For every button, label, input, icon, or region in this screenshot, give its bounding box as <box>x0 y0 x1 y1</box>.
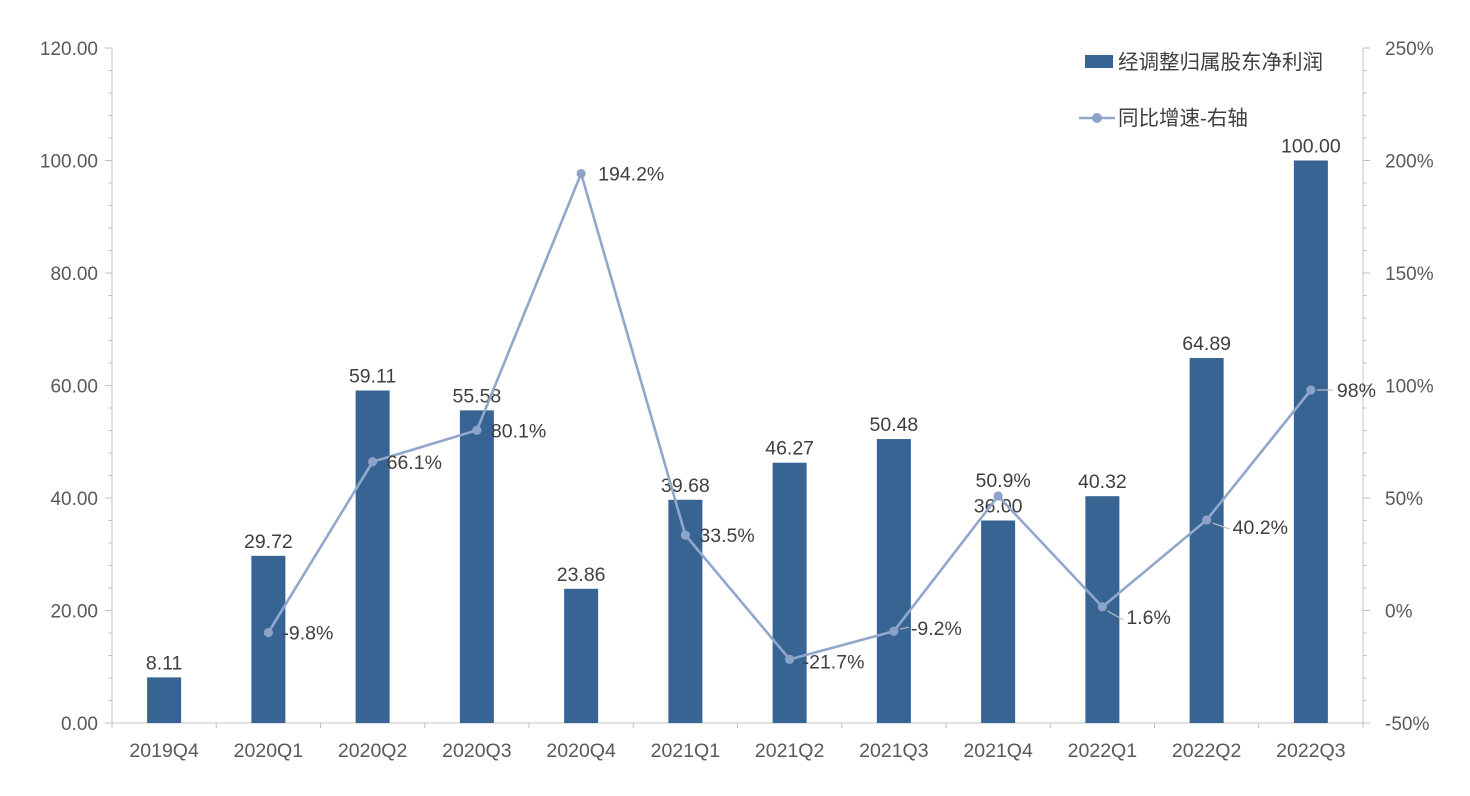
bar-2020Q2 <box>355 390 390 723</box>
line-value-label: 80.1% <box>491 420 546 442</box>
line-marker-2020Q2 <box>368 457 378 467</box>
bar-2019Q4 <box>147 677 182 723</box>
bar-2021Q2 <box>772 462 807 723</box>
bar-2020Q1 <box>251 555 286 723</box>
bar-value-label: 100.00 <box>1281 136 1341 158</box>
line-marker-2020Q3 <box>472 425 482 435</box>
line-marker-2020Q1 <box>263 627 273 638</box>
left-axis-tick-label: 120.00 <box>40 39 98 60</box>
x-axis-category-label: 2021Q2 <box>755 740 824 762</box>
bar-value-label: 59.11 <box>349 366 396 388</box>
line-value-label: 66.1% <box>387 452 442 474</box>
legend-label-net-profit: 经调整归属股东净利润 <box>1118 51 1323 74</box>
x-axis-category-label: 2019Q4 <box>129 740 199 762</box>
bar-value-label: 46.27 <box>765 438 814 460</box>
line-value-label: 1.6% <box>1126 607 1170 629</box>
right-axis-tick-label: 0% <box>1385 602 1413 623</box>
x-axis-category-label: 2020Q4 <box>546 740 616 762</box>
right-axis-tick-label: -50% <box>1385 714 1429 735</box>
x-axis-category-label: 2020Q3 <box>442 740 511 762</box>
line-value-label: 50.9% <box>975 470 1030 492</box>
left-axis-tick-label: 40.00 <box>50 489 98 510</box>
legend-bar-swatch <box>1085 55 1113 68</box>
x-axis-category-label: 2022Q1 <box>1068 740 1137 762</box>
x-axis-category-label: 2021Q3 <box>859 740 928 762</box>
left-axis-tick-label: 0.00 <box>61 714 98 735</box>
right-axis-tick-label: 150% <box>1385 264 1434 285</box>
line-value-label: -9.2% <box>911 618 962 640</box>
label-leader-line <box>1107 610 1124 621</box>
right-axis-tick-label: 250% <box>1385 39 1434 60</box>
right-axis-tick-label: 200% <box>1385 152 1434 173</box>
bar-value-label: 8.11 <box>146 652 183 674</box>
line-value-label: -9.8% <box>282 623 333 645</box>
left-axis-tick-label: 20.00 <box>50 602 98 623</box>
line-marker-2021Q3 <box>889 626 899 636</box>
line-value-label: 33.5% <box>699 525 754 547</box>
line-marker-2021Q1 <box>680 530 690 540</box>
bar-2022Q3 <box>1293 160 1328 723</box>
bar-2021Q4 <box>981 520 1016 723</box>
label-leader-line <box>899 626 910 630</box>
bar-value-label: 23.86 <box>557 564 606 586</box>
line-value-label: 98% <box>1337 380 1376 402</box>
bar-value-label: 29.72 <box>244 531 293 553</box>
x-axis-category-label: 2021Q4 <box>963 740 1033 762</box>
bar-2020Q3 <box>459 410 494 723</box>
x-axis-category-label: 2022Q3 <box>1276 740 1345 762</box>
line-marker-2022Q2 <box>1202 515 1212 525</box>
line-value-label: -21.7% <box>803 651 865 673</box>
bar-value-label: 64.89 <box>1182 333 1231 355</box>
line-value-label: 194.2% <box>598 164 664 186</box>
x-axis-category-label: 2020Q2 <box>338 740 407 762</box>
x-axis-category-label: 2021Q1 <box>651 740 720 762</box>
left-axis-tick-label: 60.00 <box>50 377 98 398</box>
line-value-label: 40.2% <box>1233 517 1288 539</box>
line-marker-2022Q3 <box>1306 385 1316 395</box>
bar-2022Q2 <box>1189 357 1224 723</box>
bar-2021Q3 <box>876 439 911 723</box>
legend-label-yoy-growth: 同比增速-右轴 <box>1118 107 1248 130</box>
line-marker-2020Q4 <box>576 168 586 179</box>
x-axis-category-label: 2022Q2 <box>1172 740 1241 762</box>
line-marker-2021Q2 <box>785 654 795 664</box>
bar-value-label: 40.32 <box>1078 471 1127 493</box>
left-axis-tick-label: 100.00 <box>40 152 98 173</box>
right-axis-tick-label: 50% <box>1385 489 1423 510</box>
line-marker-2021Q4 <box>993 491 1003 501</box>
bar-2020Q4 <box>564 588 599 723</box>
bar-value-label: 50.48 <box>869 414 918 436</box>
left-axis-tick-label: 80.00 <box>50 264 98 285</box>
legend-line-marker <box>1092 113 1102 123</box>
line-marker-2022Q1 <box>1097 602 1107 612</box>
right-axis-tick-label: 100% <box>1385 377 1434 398</box>
x-axis-category-label: 2020Q1 <box>234 740 303 762</box>
label-leader-line <box>1212 522 1230 530</box>
